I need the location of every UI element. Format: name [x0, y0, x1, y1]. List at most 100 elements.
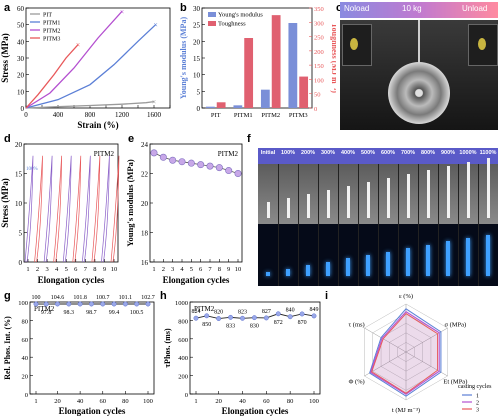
g-point: [111, 301, 117, 307]
g-ytick-label: 80: [22, 318, 29, 325]
h-data-label: 827: [262, 309, 271, 315]
a-legend-label: PITM1: [43, 21, 60, 27]
f-sample-glow: [426, 244, 430, 276]
d-cycle-curve: [62, 155, 72, 263]
a-series-end-marker: ×: [153, 21, 158, 30]
f-stretch-label: 1000%: [459, 150, 477, 156]
d-cycle-curve: [72, 155, 82, 263]
b-ytick-right-label: 250: [314, 35, 324, 42]
e-point: [150, 149, 158, 157]
e-xtick-label: 10: [235, 266, 242, 273]
f-sample-glow: [326, 261, 330, 276]
b-ytick-right-label: 300: [314, 20, 324, 27]
g-point: [66, 301, 72, 307]
e-xtick-label: 6: [199, 266, 203, 273]
e-point: [187, 159, 195, 167]
i-legend-title: casting cycles: [458, 384, 492, 390]
e-line: [153, 152, 239, 174]
g-data-label: 98.3: [64, 310, 75, 316]
f-sample-daylight: [346, 186, 350, 218]
label-noload: Noload: [344, 4, 370, 13]
panel-label-i: i: [325, 290, 329, 302]
f-cell-divider: [298, 164, 299, 286]
b-legend-label: Toughness: [218, 21, 246, 28]
panel-label-b: b: [180, 2, 187, 14]
g-point: [122, 301, 128, 307]
h-point: [193, 315, 199, 321]
d-cycle-curve: [81, 155, 91, 263]
f-cell-divider: [358, 164, 359, 286]
h-xtick-label: 80: [287, 398, 294, 405]
d-xtick-label: 9: [103, 266, 106, 273]
g-point: [88, 301, 94, 307]
f-cell-divider: [398, 164, 399, 286]
f-sample-daylight: [446, 166, 450, 218]
e-xtick-label: 7: [208, 266, 212, 273]
b-ytick-label: 5: [197, 88, 201, 96]
g-xtick-label: 100: [143, 398, 153, 405]
chart-a-stress-strain: 0 10 20 30 40 50 60 0 400 800 1200 1600 Strain (%) St…: [0, 5, 171, 130]
f-cell-divider: [458, 164, 459, 286]
f-sample-daylight: [386, 178, 390, 218]
f-sample-daylight: [306, 194, 310, 218]
chart-b-modulus-toughness: 051015202530050100150200250300350Young's…: [179, 5, 336, 119]
h-data-label: 849: [310, 307, 319, 313]
a-ytick-label: 10: [17, 88, 25, 96]
e-xtick-label: 1: [152, 266, 155, 273]
g-data-label: 102.7: [141, 295, 155, 301]
b-ytick-label: 25: [193, 22, 201, 30]
b-ytick-right-label: 100: [314, 77, 324, 84]
g-data-label: 99.4: [109, 310, 120, 316]
a-series-line: [25, 44, 79, 109]
h-point: [228, 314, 234, 320]
f-sample-glow: [306, 265, 310, 276]
e-xtick-label: 9: [227, 266, 230, 273]
i-axis: [364, 327, 407, 353]
i-axis-label: σ (MPa): [444, 322, 466, 329]
i-axis-label: Et (MPa): [443, 379, 467, 386]
a-series-end-marker: ×: [152, 98, 157, 107]
panel-label-a: a: [4, 2, 11, 14]
panel-label-h: h: [160, 290, 167, 302]
d-xtick-label: 3: [45, 266, 48, 273]
i-legend-label: 1: [476, 394, 479, 400]
e-point: [178, 158, 186, 166]
d-ytick-label: 0: [19, 259, 23, 267]
b-xtick-label: PITM2: [261, 112, 280, 119]
g-point: [55, 301, 60, 307]
f-stretch-label: 400%: [340, 150, 356, 156]
b-bar-toughness: [244, 38, 254, 108]
e-ytick-label: 22: [141, 171, 149, 179]
f-sample-daylight: [326, 190, 330, 218]
h-point: [204, 313, 210, 319]
h-point: [216, 316, 222, 322]
photo-f-stretch-series: Initial 100% 200% 300% 400% 500% 600% 700% 800% 9…: [258, 148, 498, 286]
f-sample-glow: [266, 272, 270, 276]
e-ytick-label: 24: [141, 141, 149, 149]
d-cycle-curve: [34, 155, 43, 263]
f-sample-glow: [286, 268, 290, 276]
h-data-label: 833: [226, 323, 235, 329]
a-xtick-label: 1200: [115, 111, 130, 119]
g-data-label: 101.8: [73, 295, 87, 301]
h-xtick-label: 60: [263, 398, 270, 405]
d-ylabel: Stress (MPa): [0, 178, 10, 228]
b-xtick-label: PIT: [211, 112, 221, 119]
a-legend-label: PIT: [43, 13, 52, 19]
a-ylabel: Stress (MPa): [0, 33, 10, 83]
h-point: [299, 311, 305, 317]
f-stretch-label: 300%: [320, 150, 336, 156]
b-ylabel-left: Young's modulus (MPa): [179, 17, 188, 100]
h-point: [251, 315, 257, 321]
h-data-label: 820: [214, 310, 223, 316]
g-ytick-label: 20: [22, 374, 29, 381]
chart-i-radar: ε (%) σ (MPa) Et (MPa) t (MJ m⁻³) Φ (%) τ (ms…: [349, 293, 493, 414]
f-sample-glow: [386, 251, 390, 276]
f-sample-glow: [346, 258, 350, 276]
h-ytick-label: 600: [178, 337, 188, 344]
h-xtick-label: 20: [215, 398, 222, 405]
f-sample-glow: [486, 234, 490, 276]
g-point: [43, 301, 49, 307]
a-ytick-label: 30: [17, 55, 25, 63]
a-ytick-label: 40: [17, 38, 25, 46]
